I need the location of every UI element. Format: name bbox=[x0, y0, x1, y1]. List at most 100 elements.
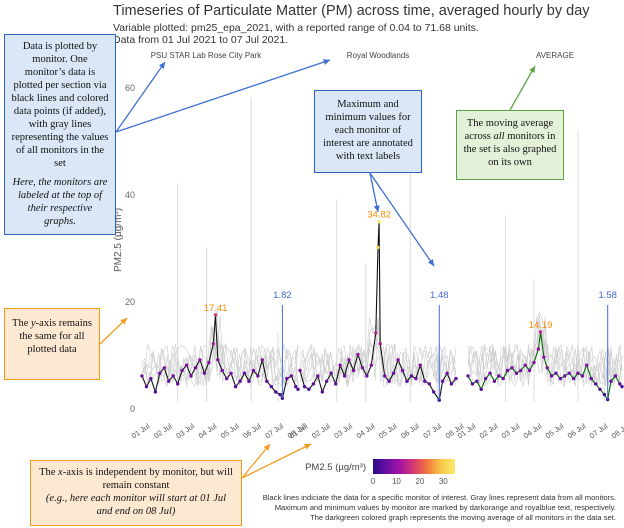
all-monitors-line bbox=[141, 325, 299, 387]
data-point bbox=[497, 374, 501, 378]
x-tick-label: 08 Jul bbox=[610, 421, 624, 440]
min-value-label: 1.58 bbox=[598, 290, 617, 301]
data-point bbox=[554, 371, 558, 375]
y-tick-label: 60 bbox=[125, 83, 135, 93]
data-point bbox=[189, 374, 193, 378]
max-value-label: 14.19 bbox=[529, 320, 553, 331]
data-point bbox=[598, 387, 602, 391]
footer-line-3: The darkgreen colored graph represents t… bbox=[309, 513, 616, 522]
colorbar-tick-label: 10 bbox=[392, 477, 401, 486]
data-point bbox=[488, 371, 492, 375]
data-point bbox=[418, 363, 422, 367]
data-point bbox=[171, 374, 175, 378]
data-point bbox=[269, 384, 273, 389]
annotation-monitors-italic: Here, the monitors are labeled at the to… bbox=[12, 177, 108, 227]
arrow-to-max-label bbox=[369, 172, 379, 213]
data-point bbox=[445, 371, 449, 375]
annotation-y-axis: The y-axis remains the same for all plot… bbox=[4, 308, 100, 380]
data-point bbox=[427, 382, 431, 386]
x-tick-label: 04 Jul bbox=[522, 421, 544, 440]
data-point bbox=[360, 366, 365, 370]
data-point bbox=[414, 376, 418, 381]
colorbar-tick-label: 20 bbox=[415, 477, 424, 486]
data-point bbox=[609, 379, 613, 383]
arrow-to-x-axis-b-head bbox=[304, 444, 311, 450]
all-monitors-line bbox=[141, 314, 299, 385]
data-point bbox=[176, 382, 180, 386]
annotation-y-axis-text: The y-axis remains the same for all plot… bbox=[12, 318, 92, 355]
panel-title: Royal Woodlands bbox=[347, 51, 410, 60]
data-point bbox=[193, 366, 198, 370]
data-point bbox=[545, 366, 549, 370]
annotation-max-min: Maximum and minimum values for each moni… bbox=[314, 90, 422, 173]
chart-subtitle-variable: Variable plotted: pm25_epa_2021, with a … bbox=[113, 22, 479, 34]
data-point bbox=[213, 313, 218, 317]
data-point bbox=[153, 390, 158, 394]
arrow-to-min-label bbox=[369, 172, 435, 267]
chart-title: Timeseries of Particulate Matter (PM) ac… bbox=[113, 3, 590, 19]
data-point bbox=[576, 371, 580, 375]
data-point bbox=[347, 358, 351, 362]
data-point bbox=[296, 387, 300, 391]
colorbar bbox=[373, 459, 455, 474]
data-point bbox=[466, 374, 470, 378]
data-point bbox=[256, 374, 260, 378]
annotation-monitors-text: Data is plotted by monitor. One monitor’… bbox=[11, 41, 109, 169]
all-monitors-line bbox=[299, 316, 457, 387]
data-point bbox=[501, 376, 505, 381]
x-tick-label: 07 Jul bbox=[421, 421, 443, 440]
colorbar-label: PM2.5 (µg/m³) bbox=[305, 462, 366, 473]
data-point bbox=[618, 382, 622, 386]
data-point bbox=[274, 390, 278, 394]
data-point bbox=[558, 376, 563, 381]
data-point bbox=[409, 374, 414, 378]
data-point bbox=[356, 352, 360, 357]
arrow-to-second-monitor-label-head bbox=[323, 59, 330, 65]
data-point bbox=[387, 379, 391, 383]
data-point bbox=[563, 374, 567, 378]
annotation-average-text: The moving average across all monitors i… bbox=[463, 118, 557, 168]
arrow-to-min-label-head bbox=[427, 259, 434, 266]
x-tick-label: 04 Jul bbox=[355, 421, 377, 440]
x-tick-label: 07 Jul bbox=[588, 421, 610, 440]
x-tick-label: 05 Jul bbox=[219, 421, 241, 440]
data-point bbox=[216, 358, 220, 362]
all-monitors-line bbox=[467, 316, 623, 386]
colorbar-tick-label: 30 bbox=[439, 477, 448, 486]
max-value-label: 34.82 bbox=[367, 210, 391, 221]
arrow-to-x-axis-a-head bbox=[263, 444, 270, 451]
data-point bbox=[536, 347, 541, 351]
data-point bbox=[260, 358, 264, 362]
data-point bbox=[167, 379, 171, 383]
monitor-line bbox=[141, 314, 299, 400]
data-point bbox=[329, 371, 333, 375]
max-value-label: 17.41 bbox=[204, 303, 228, 314]
annotation-x-axis: The x-axis is independent by monitor, bu… bbox=[30, 460, 242, 526]
data-point bbox=[162, 366, 166, 370]
data-point bbox=[242, 371, 247, 375]
data-point bbox=[285, 376, 289, 381]
data-point bbox=[302, 384, 307, 389]
data-point bbox=[158, 371, 162, 375]
data-point bbox=[298, 368, 302, 373]
data-point bbox=[220, 368, 224, 373]
data-point bbox=[233, 384, 238, 389]
data-point bbox=[225, 376, 229, 381]
all-monitors-line bbox=[467, 320, 623, 388]
y-tick-label: 40 bbox=[125, 190, 135, 200]
arrow-to-first-monitor-label bbox=[115, 61, 166, 133]
data-point bbox=[585, 363, 589, 367]
data-point bbox=[567, 371, 571, 375]
annotation-monitors: Data is plotted by monitor. One monitor’… bbox=[4, 34, 116, 235]
x-tick-label: 01 Jul bbox=[130, 421, 152, 440]
x-tick-label: 02 Jul bbox=[310, 421, 332, 440]
x-tick-label: 03 Jul bbox=[332, 421, 354, 440]
data-point bbox=[265, 379, 269, 383]
data-point bbox=[432, 390, 436, 394]
x-tick-label: 03 Jul bbox=[174, 421, 196, 440]
arrow-to-x-axis-b bbox=[241, 443, 312, 479]
data-point bbox=[483, 376, 488, 381]
data-point bbox=[383, 374, 387, 378]
data-point bbox=[620, 384, 624, 389]
x-tick-label: 06 Jul bbox=[399, 421, 421, 440]
